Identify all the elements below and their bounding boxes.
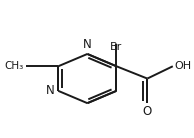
Text: OH: OH	[175, 61, 192, 71]
Text: O: O	[143, 104, 152, 118]
Text: N: N	[46, 84, 55, 97]
Text: CH₃: CH₃	[4, 61, 24, 71]
Text: Br: Br	[110, 42, 123, 52]
Text: N: N	[83, 38, 92, 51]
